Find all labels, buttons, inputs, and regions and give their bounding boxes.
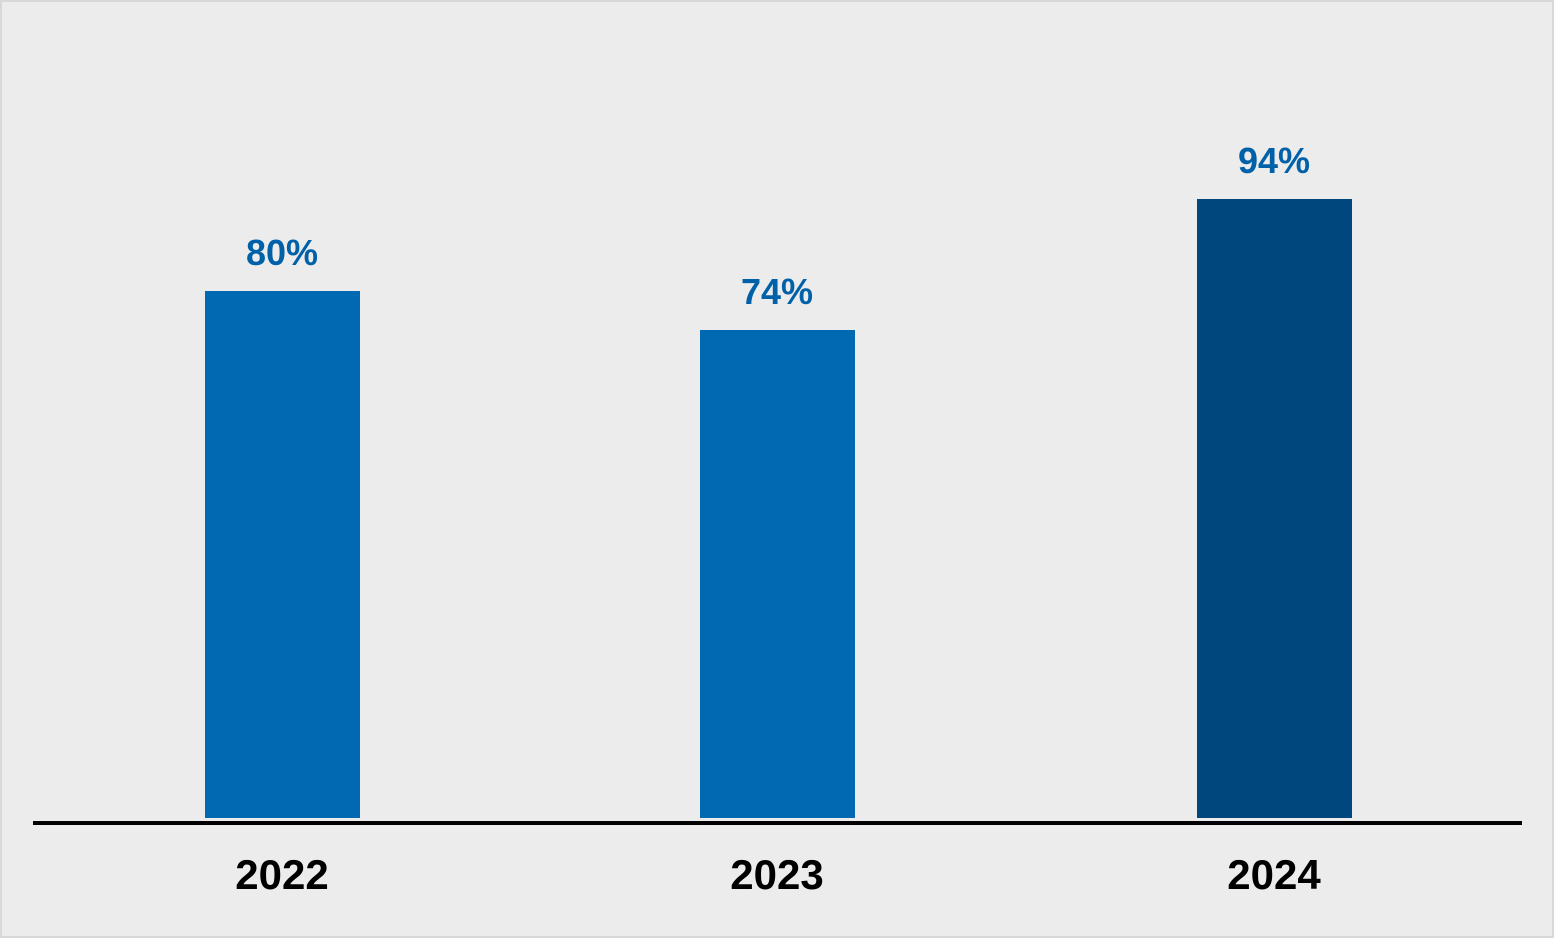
value-label-2023: 74% xyxy=(740,271,814,312)
bar-2024 xyxy=(1196,199,1352,818)
value-label-2022: 80% xyxy=(245,232,319,273)
bar-2022 xyxy=(204,291,360,818)
x-tick-label-2023: 2023 xyxy=(730,851,824,898)
x-axis-line xyxy=(33,821,1522,825)
value-label-2024: 94% xyxy=(1237,140,1311,181)
x-tick-label-2022: 2022 xyxy=(235,851,329,898)
x-tick-label-2024: 2024 xyxy=(1227,851,1321,898)
bar-2023 xyxy=(699,330,855,818)
